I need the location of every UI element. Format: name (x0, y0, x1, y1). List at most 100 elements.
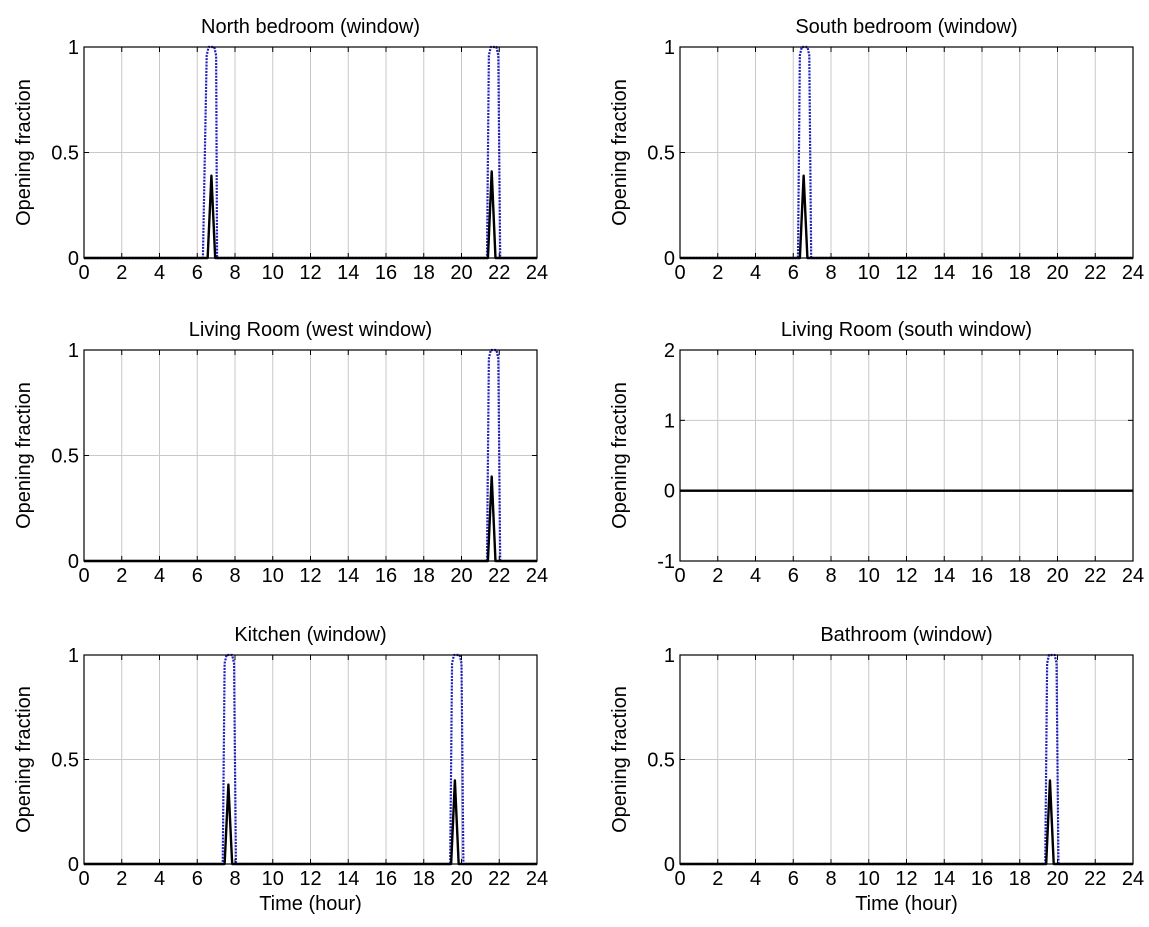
y-axis-label: Opening fraction (13, 686, 35, 833)
x-tick-label: 6 (788, 868, 799, 890)
x-tick-label: 8 (825, 868, 836, 890)
series-line-envelope (84, 348, 537, 563)
x-tick-label: 16 (971, 868, 993, 890)
x-tick-label: 18 (1009, 868, 1031, 890)
x-tick-label: 6 (192, 262, 203, 284)
subplot-title: Living Room (west window) (189, 319, 432, 341)
x-tick-label: 4 (154, 565, 165, 587)
x-tick-label: 4 (750, 565, 761, 587)
x-tick-label: 20 (1046, 868, 1068, 890)
x-tick-label: 14 (337, 868, 359, 890)
x-tick-label: 8 (229, 262, 240, 284)
x-tick-label: 8 (229, 565, 240, 587)
series-line-envelope (680, 45, 1133, 260)
x-tick-label: 2 (116, 868, 127, 890)
x-tick-label: 12 (895, 262, 917, 284)
x-tick-label: 18 (413, 868, 435, 890)
x-tick-label: 24 (1122, 262, 1144, 284)
x-tick-label: 10 (262, 262, 284, 284)
x-tick-label: 18 (1009, 565, 1031, 587)
x-tick-label: 10 (858, 868, 880, 890)
x-tick-label: 10 (858, 262, 880, 284)
x-tick-label: 0 (674, 868, 685, 890)
x-tick-label: 0 (674, 565, 685, 587)
x-tick-label: 10 (262, 868, 284, 890)
x-tick-label: 0 (78, 262, 89, 284)
x-tick-label: 20 (1046, 262, 1068, 284)
x-tick-label: 6 (192, 868, 203, 890)
x-tick-label: 22 (1084, 262, 1106, 284)
y-tick-label: 0 (664, 248, 675, 270)
x-tick-label: 10 (858, 565, 880, 587)
x-tick-label: 22 (488, 262, 510, 284)
y-axis-label: Opening fraction (13, 79, 35, 226)
x-tick-label: 24 (1122, 565, 1144, 587)
y-tick-label: -1 (657, 551, 675, 573)
y-tick-label: 2 (664, 340, 675, 362)
y-axis-label: Opening fraction (609, 382, 631, 529)
x-tick-label: 4 (750, 868, 761, 890)
x-tick-label: 24 (526, 262, 548, 284)
x-tick-label: 0 (78, 565, 89, 587)
x-tick-label: 16 (375, 262, 397, 284)
x-tick-label: 24 (1122, 868, 1144, 890)
y-axis-label: Opening fraction (609, 79, 631, 226)
x-tick-label: 4 (154, 262, 165, 284)
y-tick-label: 0 (664, 854, 675, 876)
x-tick-label: 2 (712, 262, 723, 284)
y-tick-label: 0.5 (647, 750, 675, 772)
y-tick-label: 0.5 (51, 446, 79, 468)
x-tick-label: 22 (1084, 565, 1106, 587)
x-tick-label: 20 (1046, 565, 1068, 587)
y-tick-label: 0.5 (51, 143, 79, 165)
x-tick-label: 10 (262, 565, 284, 587)
y-tick-label: 1 (68, 37, 79, 59)
x-tick-label: 16 (971, 262, 993, 284)
x-tick-label: 2 (712, 565, 723, 587)
x-axis-label: Time (hour) (259, 893, 362, 915)
x-tick-label: 20 (450, 565, 472, 587)
x-tick-label: 6 (192, 565, 203, 587)
y-tick-label: 0 (664, 481, 675, 503)
x-tick-label: 4 (154, 868, 165, 890)
subplot-title: Kitchen (window) (234, 624, 386, 646)
x-tick-label: 22 (488, 868, 510, 890)
x-tick-label: 22 (488, 565, 510, 587)
x-tick-label: 2 (116, 565, 127, 587)
subplot-title: South bedroom (window) (795, 16, 1017, 38)
y-tick-label: 0 (68, 248, 79, 270)
x-tick-label: 12 (299, 565, 321, 587)
x-tick-label: 16 (375, 868, 397, 890)
x-tick-label: 6 (788, 262, 799, 284)
x-axis-label: Time (hour) (855, 893, 958, 915)
subplot-title: Bathroom (window) (820, 624, 992, 646)
x-tick-label: 14 (933, 262, 955, 284)
y-tick-label: 1 (664, 645, 675, 667)
x-tick-label: 24 (526, 565, 548, 587)
x-tick-label: 8 (825, 565, 836, 587)
y-tick-label: 1 (664, 410, 675, 432)
subplot-title: North bedroom (window) (201, 16, 420, 38)
x-tick-label: 22 (1084, 868, 1106, 890)
x-tick-label: 8 (825, 262, 836, 284)
x-tick-label: 6 (788, 565, 799, 587)
y-axis-label: Opening fraction (609, 686, 631, 833)
y-tick-label: 1 (664, 37, 675, 59)
x-tick-label: 12 (299, 868, 321, 890)
x-tick-label: 2 (712, 868, 723, 890)
x-tick-label: 14 (337, 565, 359, 587)
x-tick-label: 14 (337, 262, 359, 284)
x-tick-label: 0 (78, 868, 89, 890)
x-tick-label: 12 (895, 868, 917, 890)
x-tick-label: 0 (674, 262, 685, 284)
y-tick-label: 1 (68, 340, 79, 362)
x-tick-label: 20 (450, 868, 472, 890)
y-axis-label: Opening fraction (13, 382, 35, 529)
